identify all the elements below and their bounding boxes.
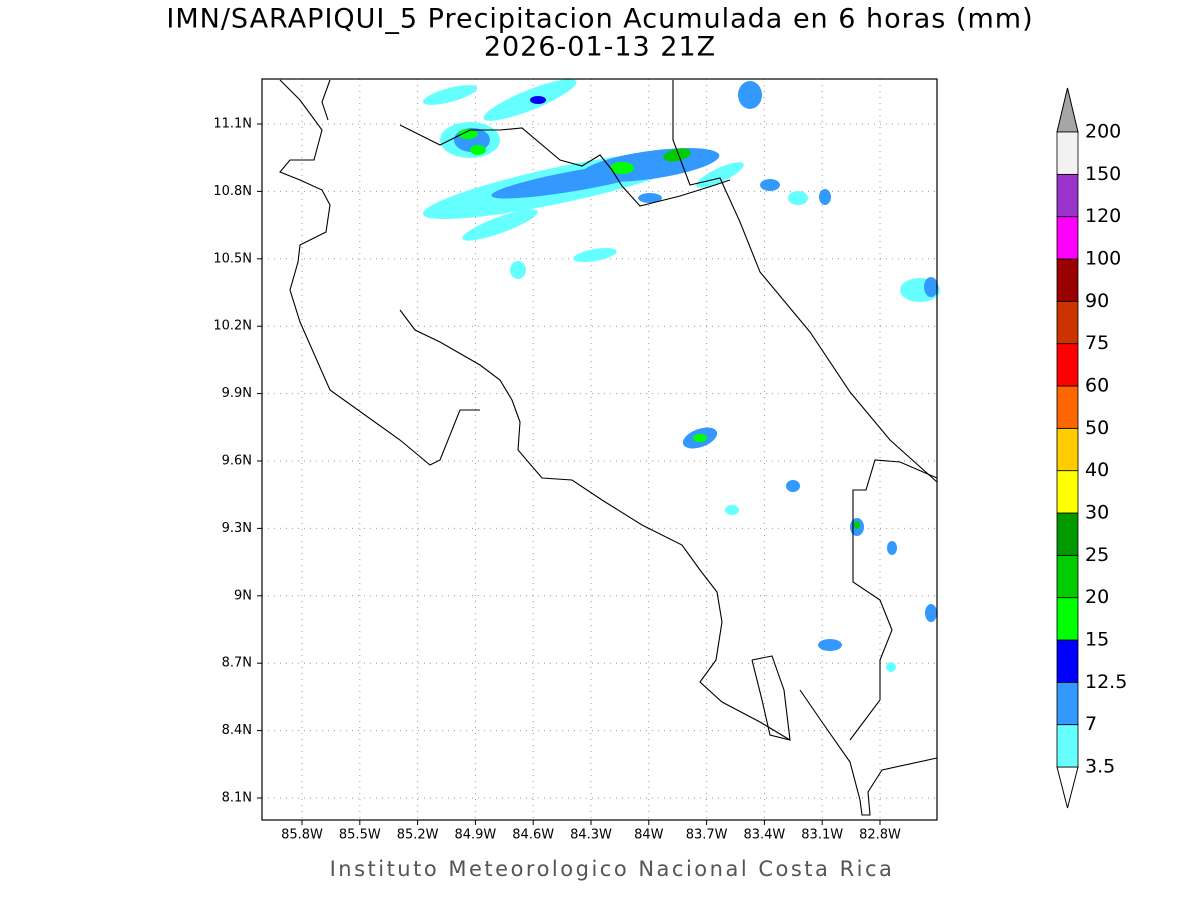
- colorbar-box: [1056, 216, 1079, 260]
- rain-area: [925, 604, 937, 622]
- lat-label: 10.2N: [213, 319, 252, 334]
- rain-area: [696, 162, 744, 188]
- rain-area: [663, 148, 691, 162]
- colorbar-box: [1056, 131, 1079, 175]
- colorbar-box: [1056, 512, 1079, 556]
- lat-label: 11.1N: [213, 117, 252, 132]
- lat-label: 8.1N: [222, 791, 252, 806]
- lon-label: 84.6W: [512, 828, 554, 843]
- nicoya-gulf-coast: [399, 309, 791, 741]
- rain-area: [725, 505, 739, 515]
- title: IMN/SARAPIQUI_5 Precipitacion Acumulada …: [166, 4, 1033, 35]
- lon-label: 84.9W: [454, 828, 496, 843]
- lon-label: 85.8W: [281, 828, 323, 843]
- lat-label: 9.6N: [222, 454, 252, 469]
- osa-peninsula: [751, 655, 791, 741]
- rain-area: [887, 541, 897, 555]
- graticule: [257, 79, 937, 825]
- lon-label: 84.3W: [570, 828, 612, 843]
- colorbar-label: 40: [1085, 459, 1109, 481]
- rain-area: [760, 179, 780, 191]
- rain-area: [530, 96, 546, 104]
- colorbar-label: 7: [1085, 713, 1097, 735]
- colorbar-label: 75: [1085, 332, 1109, 354]
- colorbar-box: [1056, 724, 1079, 768]
- rain-area: [510, 261, 526, 279]
- rain-area: [886, 662, 896, 672]
- footer: Instituto Meteorologico Nacional Costa R…: [330, 857, 895, 881]
- rain-area: [819, 189, 831, 205]
- caribbean-coast: [672, 80, 938, 483]
- rain-area: [693, 434, 707, 442]
- colorbar-label: 15: [1085, 629, 1109, 651]
- rain-area: [610, 162, 634, 174]
- coastlines: [279, 79, 938, 816]
- rain-area: [470, 145, 486, 155]
- colorbar-under: [1056, 766, 1079, 809]
- precipitation: [422, 79, 940, 672]
- golfo-dulce-coast: [799, 689, 938, 816]
- colorbar-over: [1056, 87, 1079, 133]
- rain-area: [422, 85, 478, 105]
- rain-area: [854, 521, 860, 529]
- lat-label: 9N: [234, 588, 252, 603]
- lon-label: 85.2W: [397, 828, 439, 843]
- colorbar-box: [1056, 681, 1079, 726]
- colorbar-box: [1056, 639, 1079, 683]
- rain-area: [638, 193, 662, 203]
- nicaragua-border: [399, 124, 731, 207]
- lon-label: 83.1W: [801, 828, 843, 843]
- lon-label: 85.5W: [339, 828, 381, 843]
- rain-area: [818, 639, 842, 651]
- colorbar-label: 120: [1085, 205, 1121, 227]
- lat-label: 9.9N: [222, 386, 252, 401]
- colorbar-label: 3.5: [1085, 756, 1115, 778]
- colorbar-box: [1056, 258, 1079, 302]
- colorbar: 3.5 7 12.5 15 20 25 30 40 50 60 75 90 100 120 150 200: [1056, 87, 1127, 809]
- rain-area: [458, 129, 478, 139]
- colorbar-box: [1056, 427, 1079, 472]
- colorbar-label: 60: [1085, 375, 1109, 397]
- colorbar-box: [1056, 554, 1079, 599]
- colorbar-label: 150: [1085, 163, 1121, 185]
- colorbar-label: 50: [1085, 417, 1109, 439]
- plot-frame: [261, 78, 938, 821]
- colorbar-label: 12.5: [1085, 671, 1127, 693]
- colorbar-box: [1056, 597, 1079, 641]
- rain-area: [462, 209, 538, 241]
- lon-label: 82.8W: [859, 828, 901, 843]
- lat-label: 8.7N: [222, 656, 252, 671]
- lon-label: 83.7W: [686, 828, 728, 843]
- lon-label: 83.4W: [743, 828, 785, 843]
- colorbar-label: 100: [1085, 248, 1121, 270]
- lat-label: 9.3N: [222, 521, 252, 536]
- colorbar-label: 90: [1085, 290, 1109, 312]
- rain-area: [788, 191, 808, 205]
- pacific-coast: [279, 79, 480, 466]
- rain-area: [573, 247, 617, 263]
- rain-area: [924, 277, 938, 297]
- lake-nicaragua: [321, 79, 331, 121]
- lat-label: 10.8N: [213, 184, 252, 199]
- lat-label: 10.5N: [213, 251, 252, 266]
- colorbar-label: 20: [1085, 586, 1109, 608]
- rain-area: [738, 81, 762, 109]
- colorbar-label: 200: [1085, 121, 1121, 143]
- colorbar-box: [1056, 173, 1079, 218]
- colorbar-box: [1056, 385, 1079, 429]
- lat-label: 8.4N: [222, 723, 252, 738]
- rain-area: [786, 480, 800, 492]
- colorbar-label: 30: [1085, 502, 1109, 524]
- panama-border: [849, 459, 938, 741]
- lon-label: 84W: [634, 828, 664, 843]
- colorbar-box: [1056, 343, 1079, 387]
- colorbar-box: [1056, 300, 1079, 345]
- subtitle: 2026-01-13 21Z: [484, 32, 716, 63]
- colorbar-label: 25: [1085, 544, 1109, 566]
- colorbar-box: [1056, 470, 1079, 514]
